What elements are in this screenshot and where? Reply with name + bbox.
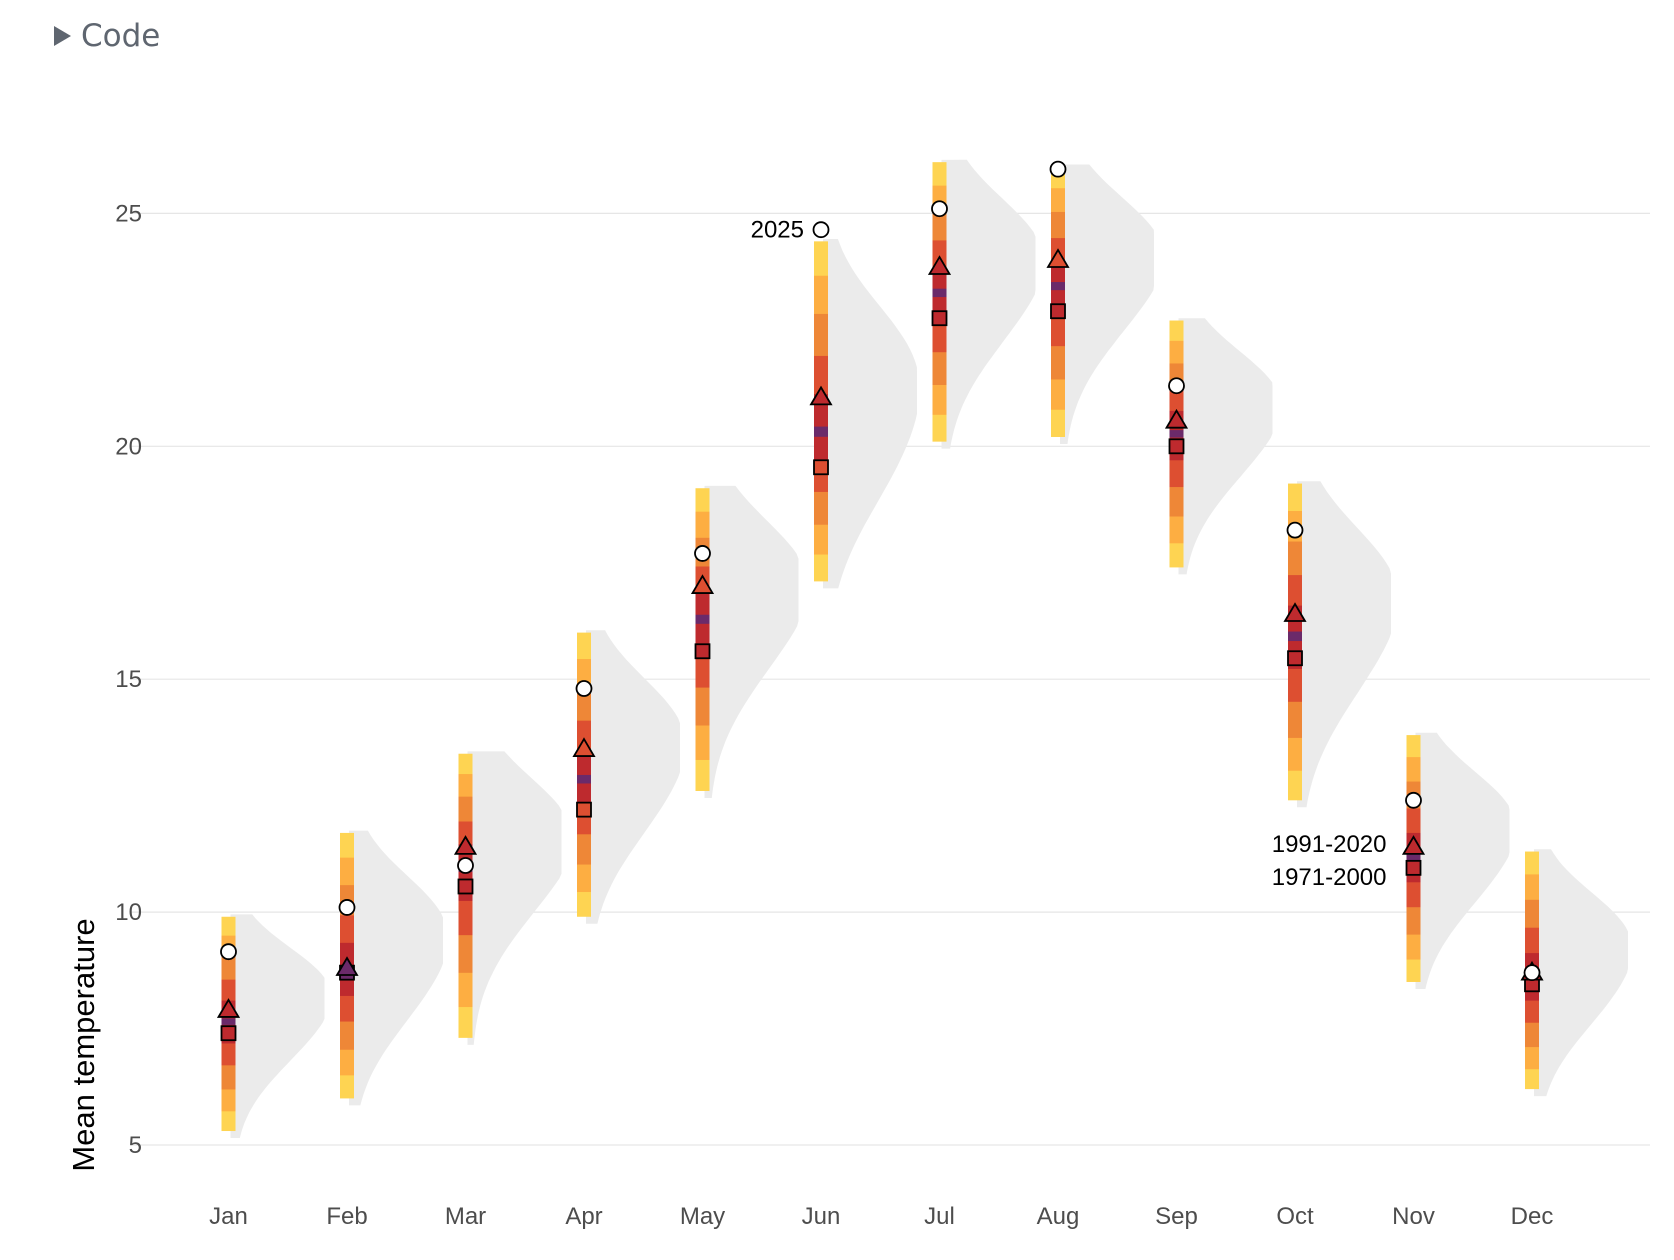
marker-1971-2000 <box>694 643 711 660</box>
code-toggle-button[interactable]: Code <box>54 18 160 54</box>
x-tick-label: May <box>680 1203 725 1230</box>
marker-1971-2000 <box>1287 650 1303 667</box>
y-tick-label: 25 <box>115 200 142 227</box>
range-band-apr <box>577 774 591 784</box>
density-shape-oct <box>1297 481 1391 808</box>
marker-2025 <box>1523 964 1541 982</box>
x-tick-label: Aug <box>1037 1203 1080 1230</box>
marker-1991-2020 <box>453 835 478 855</box>
marker-2025 <box>1168 377 1185 395</box>
marker-1971-2000 <box>457 878 474 895</box>
marker-1991-2020 <box>1046 248 1070 268</box>
x-tick-label: Apr <box>565 1203 602 1230</box>
x-tick-label: Dec <box>1511 1203 1554 1230</box>
range-band-jan <box>221 1018 236 1025</box>
range-band-jul <box>932 288 947 298</box>
x-tick-label: Nov <box>1392 1203 1435 1230</box>
marker-1991-2020 <box>216 998 241 1018</box>
range-band-oct <box>1288 631 1302 642</box>
range-band-jun <box>814 426 828 437</box>
density-shape-jul <box>941 159 1036 449</box>
y-tick-label: 15 <box>115 666 142 693</box>
marker-2025 <box>575 680 593 697</box>
marker-1991-2020 <box>335 956 359 976</box>
x-tick-label: Sep <box>1155 1203 1198 1230</box>
density-shape-may <box>704 485 799 798</box>
marker-1991-2020 <box>809 385 833 406</box>
marker-1971-2000 <box>576 801 592 818</box>
marker-1971-2000 <box>1168 438 1185 455</box>
density-shape-feb <box>349 830 443 1106</box>
density-shape-sep <box>1178 318 1273 575</box>
density-shape-jun <box>823 239 917 589</box>
marker-2025 <box>1049 160 1067 178</box>
density-shape-dec <box>1534 849 1628 1097</box>
x-tick-label: Jun <box>802 1203 841 1230</box>
expand-triangle-icon <box>54 26 71 46</box>
marker-2025 <box>1405 791 1422 809</box>
y-axis-title: Mean temperature <box>66 918 101 1171</box>
density-shape-aug <box>1060 164 1154 444</box>
marker-2025 <box>457 857 474 874</box>
marker-2025 <box>1286 521 1304 539</box>
marker-2025 <box>220 943 237 961</box>
marker-2025 <box>694 545 711 562</box>
marker-2025 <box>812 221 830 239</box>
marker-1971-2000 <box>1050 303 1066 320</box>
marker-1971-2000 <box>1405 859 1422 876</box>
marker-1971-2000 <box>813 459 829 476</box>
x-tick-label: Mar <box>445 1203 486 1230</box>
marker-2025 <box>931 200 948 218</box>
marker-1971-2000 <box>220 1025 237 1042</box>
density-shape-jan <box>230 914 325 1139</box>
range-band-may <box>695 614 710 624</box>
range-band-sep <box>1169 430 1184 438</box>
marker-1991-2020 <box>1164 408 1189 429</box>
marker-1991-2020 <box>1401 835 1426 855</box>
annotation-1991-2020: 1991-2020 <box>1272 831 1387 858</box>
x-tick-label: Jul <box>924 1203 955 1230</box>
density-shape-apr <box>586 630 680 924</box>
marker-2025 <box>338 899 356 916</box>
range-band-nov <box>1406 853 1421 862</box>
y-tick-label: 5 <box>129 1132 142 1159</box>
marker-1971-2000 <box>931 310 948 327</box>
x-tick-label: Oct <box>1276 1203 1314 1230</box>
density-shape-nov <box>1415 732 1510 989</box>
annotation-1971-2000: 1971-2000 <box>1272 864 1387 891</box>
y-tick-label: 10 <box>115 899 142 926</box>
marker-1991-2020 <box>927 255 952 275</box>
marker-1991-2020 <box>690 574 715 594</box>
code-toggle-label: Code <box>81 18 161 54</box>
density-shape-mar <box>467 751 562 1045</box>
range-band-aug <box>1051 282 1065 291</box>
marker-1991-2020 <box>1283 602 1307 622</box>
annotation-2025: 2025 <box>751 217 804 244</box>
x-tick-label: Jan <box>209 1203 248 1230</box>
x-tick-label: Feb <box>326 1203 367 1230</box>
marker-1991-2020 <box>572 737 596 757</box>
y-tick-label: 20 <box>115 433 142 460</box>
